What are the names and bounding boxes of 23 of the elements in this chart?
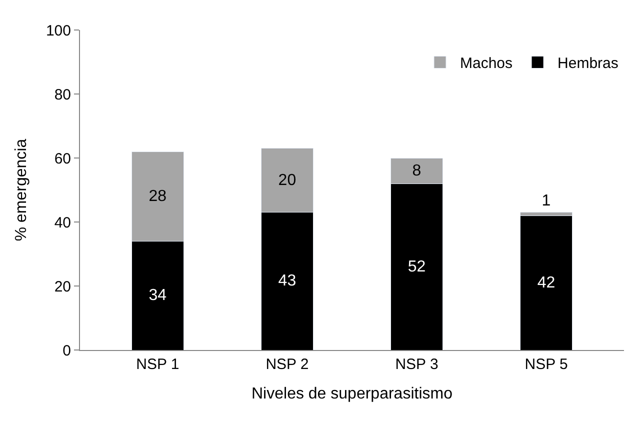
data-label: 43 bbox=[278, 272, 296, 290]
data-label: 8 bbox=[412, 162, 422, 180]
y-tick-label: 100 bbox=[46, 22, 71, 40]
y-tick-label: 80 bbox=[54, 86, 71, 104]
y-tick-label: 0 bbox=[62, 342, 71, 360]
x-tick-label: NSP 2 bbox=[266, 356, 309, 373]
data-label: 52 bbox=[408, 258, 426, 276]
data-label: 1 bbox=[542, 192, 551, 210]
y-tick-label: 60 bbox=[54, 150, 71, 168]
data-label: 28 bbox=[148, 188, 167, 205]
legend-label: Hembras bbox=[558, 55, 618, 72]
y-tick-label: 40 bbox=[54, 214, 71, 232]
x-tick-label: NSP 1 bbox=[136, 356, 180, 373]
x-tick-label: NSP 5 bbox=[524, 356, 568, 373]
x-axis-title: Niveles de superparasitismo bbox=[252, 386, 453, 403]
bar bbox=[520, 215, 572, 350]
data-label: 20 bbox=[278, 172, 296, 189]
y-tick-label: 20 bbox=[54, 278, 71, 296]
data-label: 42 bbox=[537, 274, 556, 292]
y-axis-title: % emergencia bbox=[12, 138, 30, 242]
x-tick-label: NSP 3 bbox=[395, 356, 438, 373]
legend-label: Machos bbox=[460, 55, 513, 72]
data-label: 34 bbox=[148, 287, 167, 304]
